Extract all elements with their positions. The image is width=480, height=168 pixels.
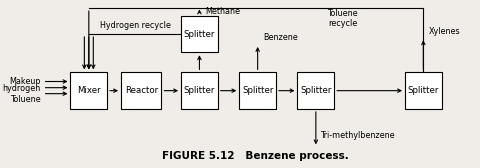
Bar bbox=[298, 72, 334, 109]
Text: Benzene: Benzene bbox=[263, 33, 298, 42]
Text: Toluene
recycle: Toluene recycle bbox=[327, 9, 358, 28]
Text: Splitter: Splitter bbox=[184, 30, 215, 38]
Text: Xylenes: Xylenes bbox=[429, 27, 460, 36]
Text: Makeup: Makeup bbox=[9, 77, 40, 86]
Text: Methane: Methane bbox=[205, 7, 240, 15]
Bar bbox=[71, 72, 107, 109]
Bar bbox=[405, 72, 442, 109]
Bar bbox=[240, 72, 276, 109]
Text: Toluene: Toluene bbox=[10, 95, 40, 104]
Text: FIGURE 5.12   Benzene process.: FIGURE 5.12 Benzene process. bbox=[162, 151, 349, 161]
Text: Mixer: Mixer bbox=[77, 86, 101, 95]
Text: Splitter: Splitter bbox=[408, 86, 439, 95]
Bar bbox=[181, 72, 218, 109]
Text: Tri-methylbenzene: Tri-methylbenzene bbox=[320, 131, 395, 140]
Bar bbox=[181, 16, 218, 52]
Text: Hydrogen recycle: Hydrogen recycle bbox=[99, 21, 170, 30]
Text: Reactor: Reactor bbox=[125, 86, 158, 95]
Bar bbox=[121, 72, 161, 109]
Text: Splitter: Splitter bbox=[184, 86, 215, 95]
Text: Splitter: Splitter bbox=[300, 86, 332, 95]
Text: hydrogen: hydrogen bbox=[2, 85, 40, 94]
Text: Splitter: Splitter bbox=[242, 86, 273, 95]
